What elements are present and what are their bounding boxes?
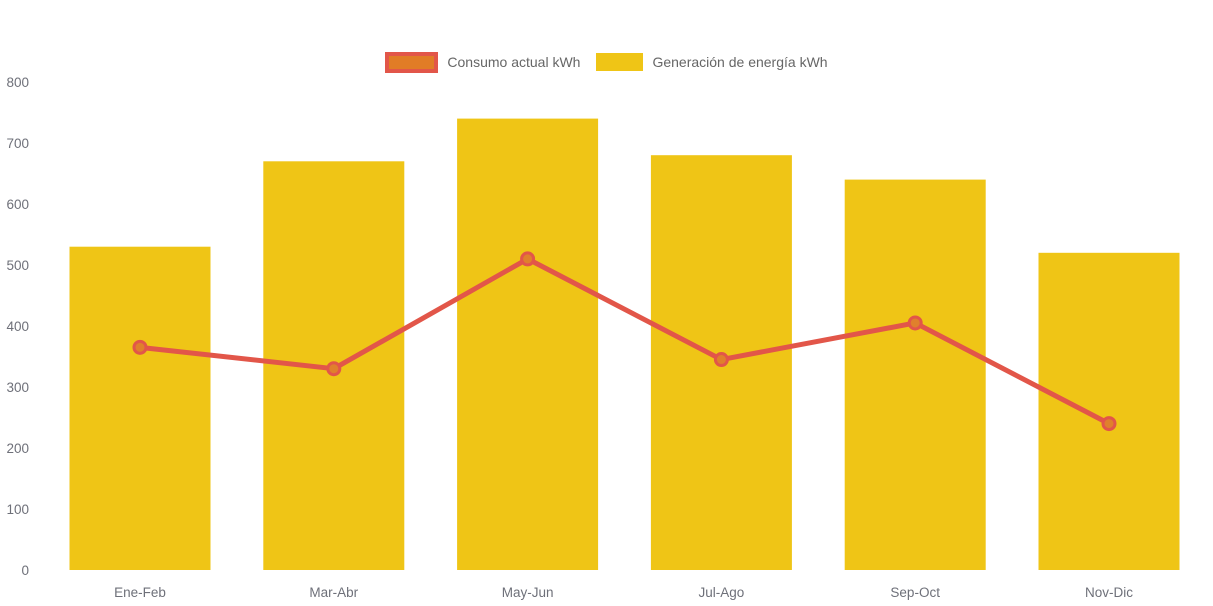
chart-legend: Consumo actual kWh Generación de energía…	[0, 48, 1213, 76]
bar-sep-oct[interactable]	[844, 179, 986, 570]
y-axis-label-800: 800	[6, 75, 29, 90]
point-nov-dic[interactable]	[1101, 416, 1117, 432]
x-axis-label-jul-ago: Jul-Ago	[699, 585, 745, 600]
y-axis-label-100: 100	[6, 502, 29, 517]
y-axis-label-200: 200	[6, 441, 29, 456]
point-ene-feb[interactable]	[132, 339, 148, 355]
y-axis-label-300: 300	[6, 380, 29, 395]
y-axis-label-500: 500	[6, 258, 29, 273]
bar-may-jun[interactable]	[457, 118, 599, 570]
legend-item-consumo[interactable]: Consumo actual kWh	[385, 51, 581, 73]
point-sep-oct[interactable]	[907, 315, 923, 331]
point-mar-abr[interactable]	[326, 361, 342, 377]
y-axis-label-700: 700	[6, 136, 29, 151]
generacion-swatch-icon	[596, 53, 644, 71]
y-axis-label-0: 0	[21, 563, 29, 578]
legend-item-generacion[interactable]: Generación de energía kWh	[596, 53, 828, 71]
y-axis-label-400: 400	[6, 319, 29, 334]
x-axis-label-sep-oct: Sep-Oct	[890, 585, 940, 600]
consumption-line	[137, 256, 1112, 427]
x-axis-label-mar-abr: Mar-Abr	[309, 585, 358, 600]
x-axis-label-ene-feb: Ene-Feb	[114, 585, 166, 600]
point-jul-ago[interactable]	[713, 352, 729, 368]
bar-nov-dic[interactable]	[1038, 252, 1180, 571]
y-axis-label-600: 600	[6, 197, 29, 212]
x-axis-label-may-jun: May-Jun	[502, 585, 554, 600]
bar-ene-feb[interactable]	[69, 246, 211, 570]
point-may-jun[interactable]	[520, 251, 536, 267]
legend-label-consumo: Consumo actual kWh	[447, 54, 581, 70]
x-axis-label-nov-dic: Nov-Dic	[1085, 585, 1133, 600]
legend-label-generacion: Generación de energía kWh	[652, 54, 828, 70]
consumo-swatch-icon	[385, 51, 439, 73]
